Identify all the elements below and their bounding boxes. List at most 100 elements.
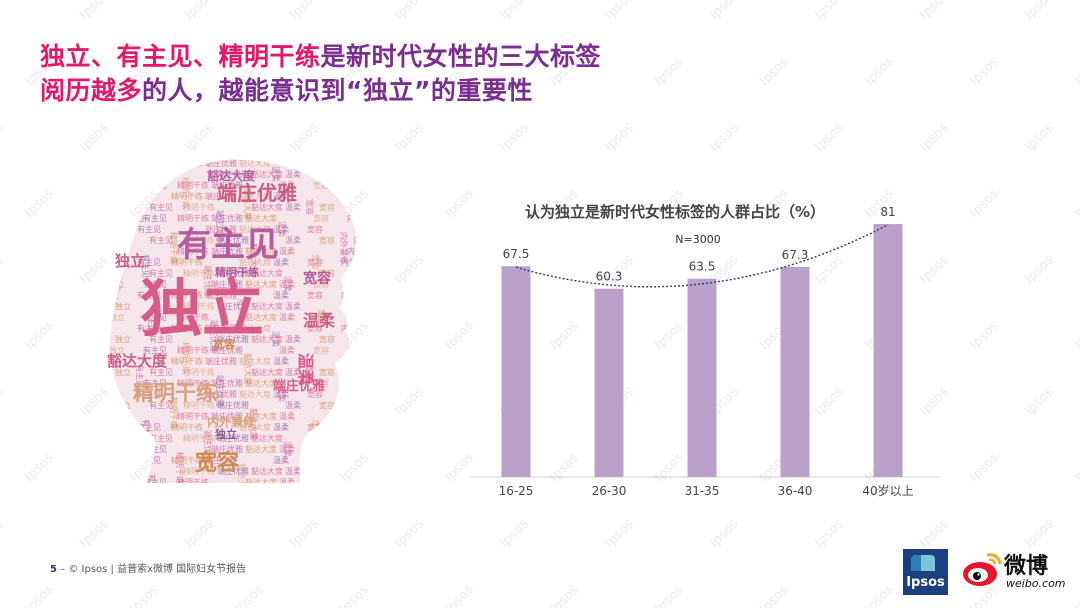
word-cloud-word: 有主见 <box>143 345 167 355</box>
word-cloud-word: 内外兼修 <box>347 246 379 256</box>
trend-line <box>515 224 889 288</box>
word-cloud-word: 有主见 <box>137 158 161 168</box>
word-cloud-word: 内外兼修 <box>341 323 373 333</box>
word-cloud-word: 独立 <box>115 367 131 377</box>
word-cloud-word: 宽容 <box>313 213 329 223</box>
word-cloud-keyword: 温柔 <box>296 352 315 386</box>
word-cloud-word: 宽容 <box>307 158 323 168</box>
word-cloud-word: 温柔 <box>285 334 301 344</box>
watermark-text: Ipsos <box>862 582 897 608</box>
page-number: 5 <box>50 564 57 575</box>
word-cloud-word: 宽容 <box>305 364 315 380</box>
word-cloud-word: 精明干练 <box>171 323 203 333</box>
watermark-text: Ipsos <box>602 120 637 155</box>
word-cloud-word: 内外兼修 <box>341 257 373 267</box>
word-cloud-word: 端庄优雅 <box>205 224 237 234</box>
x-tick-label: 40岁以上 <box>862 483 913 498</box>
word-cloud-word: 有主见 <box>143 477 167 487</box>
watermark-text: Ipsos <box>547 582 582 608</box>
word-cloud-word: 独立 <box>107 221 117 237</box>
word-cloud-word: 宽容 <box>313 477 329 487</box>
word-cloud-keyword: 独立 <box>140 272 264 345</box>
title-line-1-rest: 是新时代女性的三大标签 <box>320 42 602 71</box>
word-cloud-word: 豁达大度 <box>243 188 253 220</box>
watermark-text: Ipsos <box>757 54 792 89</box>
watermark-text: Ipsos <box>1072 450 1080 485</box>
word-cloud-word: 精明干练 <box>183 433 215 443</box>
word-cloud-keyword: 宽容 <box>303 270 331 287</box>
word-cloud-word: 精明干练 <box>171 455 203 465</box>
word-cloud-word: 精明干练 <box>171 356 203 366</box>
watermark-text: Ipsos <box>22 186 57 221</box>
word-cloud-word: 温柔 <box>277 386 287 402</box>
word-cloud-word: 豁达大度 <box>239 422 271 432</box>
watermark-text: Ipsos <box>182 0 217 23</box>
watermark-text: Ipsos <box>497 120 532 155</box>
word-cloud-word: 端庄优雅 <box>211 180 243 190</box>
word-cloud-word: 宽容 <box>307 224 323 234</box>
word-cloud-word: 端庄优雅 <box>211 411 243 421</box>
word-cloud-word: 宽容 <box>319 400 335 410</box>
word-cloud-word: 独立 <box>103 356 119 366</box>
watermark-text: Ipsos <box>707 0 742 23</box>
word-cloud-word: 温柔 <box>285 400 301 410</box>
word-cloud-word: 有主见 <box>149 202 173 212</box>
word-cloud-word: 宽容 <box>307 257 323 267</box>
bar <box>873 224 903 477</box>
word-cloud-word: 有主见 <box>149 169 173 179</box>
word-cloud-word: 内外兼修 <box>347 477 379 487</box>
word-cloud-word: 温柔 <box>279 477 295 487</box>
word-cloud-word: 精明干练 <box>177 477 209 487</box>
word-cloud-word: 豁达大度 <box>251 169 283 179</box>
word-cloud-word: 豁达大度 <box>239 257 271 267</box>
word-cloud-word: 宽容 <box>313 180 329 190</box>
word-cloud-word: 内外兼修 <box>345 287 355 319</box>
word-cloud-word: 内外兼修 <box>341 191 373 201</box>
word-cloud-word: 端庄优雅 <box>217 334 249 344</box>
word-cloud-word: 内外兼修 <box>339 397 349 429</box>
watermark-text: Ipsos <box>287 0 322 23</box>
word-cloud-word: 精明干练 <box>171 191 203 201</box>
word-cloud-word: 有主见 <box>149 268 173 278</box>
watermark-text: Ipsos <box>812 120 847 155</box>
word-cloud-word: 端庄优雅 <box>217 433 249 443</box>
word-cloud-word: 精明干练 <box>181 177 191 209</box>
word-cloud-word: 豁达大度 <box>245 312 277 322</box>
word-cloud-word: 豁达大度 <box>251 202 283 212</box>
word-cloud-word: 独立 <box>103 290 119 300</box>
word-cloud-word: 端庄优雅 <box>209 320 219 352</box>
word-cloud-word: 内外兼修 <box>341 455 373 465</box>
word-cloud-word: 温柔 <box>279 246 295 256</box>
word-cloud-word: 端庄优雅 <box>205 158 237 168</box>
word-cloud-keyword: 内外兼修 <box>207 414 256 429</box>
watermark-text: Ipsos <box>22 318 57 353</box>
watermark-text: Ipsos <box>602 516 637 551</box>
word-cloud-word: 有主见 <box>143 444 167 454</box>
word-cloud-word: 豁达大度 <box>251 334 283 344</box>
footer-separator: – <box>60 564 66 575</box>
word-cloud-word: 内外兼修 <box>347 345 379 355</box>
word-cloud-word: 端庄优雅 <box>217 169 249 179</box>
word-cloud-word: 独立 <box>101 166 111 182</box>
watermark-text: Ipsos <box>392 0 427 23</box>
word-cloud-word: 温柔 <box>285 235 301 245</box>
word-cloud-word: 精明干练 <box>177 378 209 388</box>
word-cloud-word: 内外兼修 <box>353 268 385 278</box>
ipsos-logo-text: Ipsos <box>906 575 945 590</box>
word-cloud-word: 宽容 <box>319 367 335 377</box>
title-line-1: 独立、有主见、精明干练是新时代女性的三大标签 <box>40 40 601 74</box>
word-cloud-word: 有主见 <box>149 433 173 443</box>
watermark-text: Ipsos <box>392 252 427 287</box>
word-cloud-word: 端庄优雅 <box>215 375 225 407</box>
word-cloud-keyword: 有主见 <box>177 225 279 265</box>
word-cloud-word: 温柔 <box>285 301 301 311</box>
word-cloud-keyword: 独立 <box>214 427 237 441</box>
word-cloud-word: 宽容 <box>319 202 335 212</box>
word-cloud-word: 宽容 <box>313 378 329 388</box>
word-cloud-word: 豁达大度 <box>251 433 283 443</box>
word-cloud-word: 温柔 <box>273 224 289 234</box>
word-cloud-word: 端庄优雅 <box>209 485 219 488</box>
word-cloud-word: 独立 <box>115 400 131 410</box>
word-cloud-word: 有主见 <box>137 224 161 234</box>
word-cloud-keyword: 端庄优雅 <box>273 378 325 394</box>
